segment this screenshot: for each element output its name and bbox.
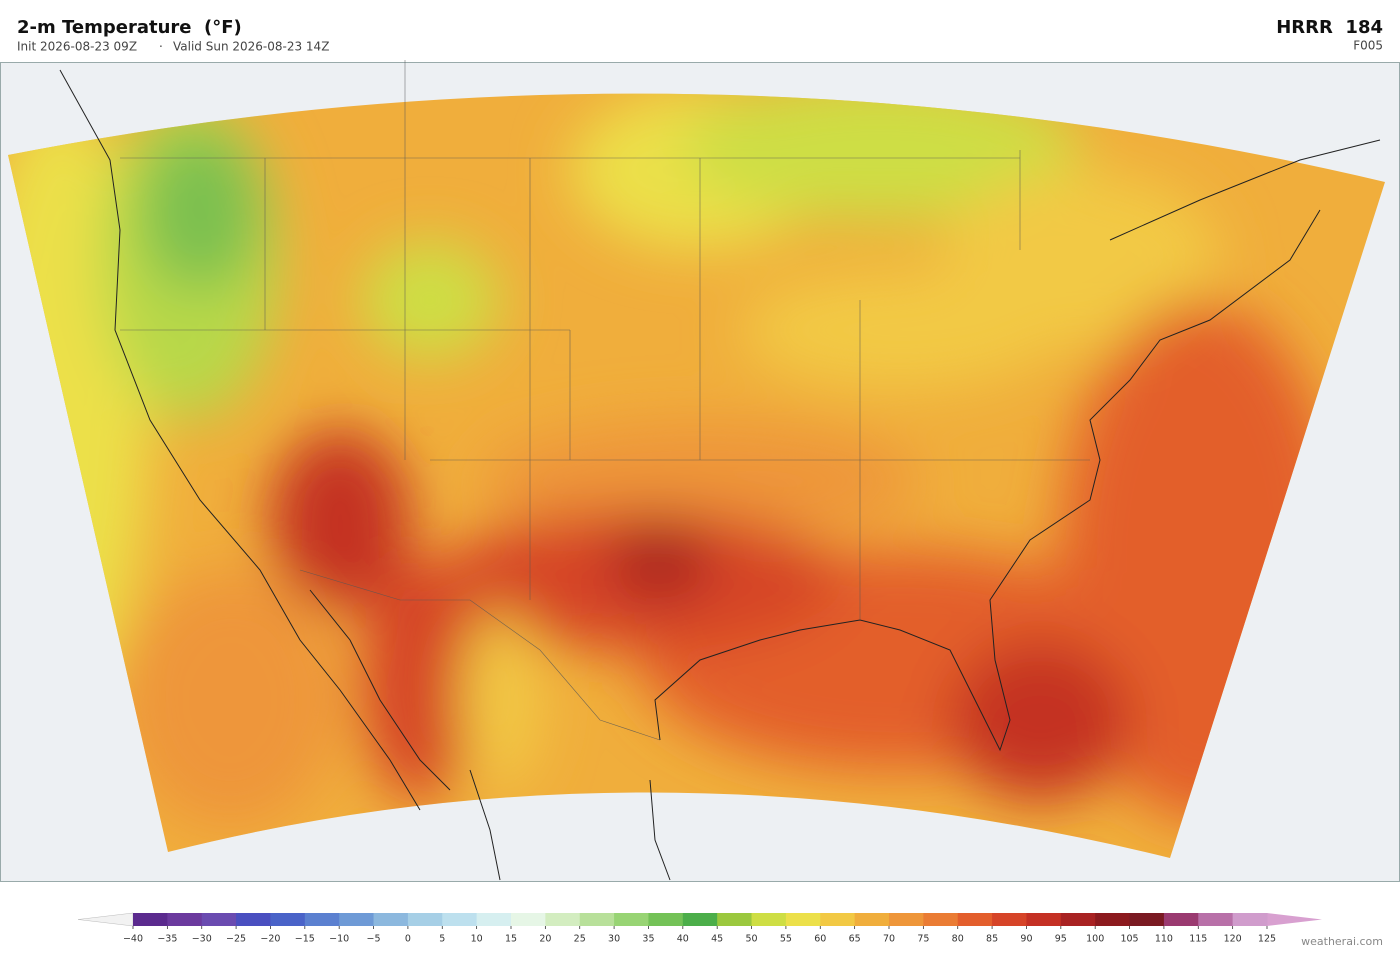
colorbar-tick-label: −20	[260, 934, 280, 945]
colorbar-segment	[854, 913, 890, 926]
colorbar-tick-label: 30	[608, 934, 620, 945]
colorbar-segment	[1163, 913, 1199, 926]
valid-time: Valid Sun 2026-08-23 14Z	[173, 40, 329, 54]
colorbar-segment	[373, 913, 409, 926]
colorbar-segment	[201, 913, 237, 926]
colorbar-tick-label: 40	[677, 934, 689, 945]
colorbar-segment	[1232, 913, 1268, 926]
colorbar-tick-label: 50	[745, 934, 757, 945]
separator: ·	[159, 40, 163, 54]
colorbar-segment	[1198, 913, 1234, 926]
temperature-field	[8, 93, 1385, 859]
colorbar-tick-label: 60	[814, 934, 826, 945]
colorbar-tick-label: −10	[329, 934, 349, 945]
colorbar-tick-label: 25	[574, 934, 586, 945]
model: HRRR 184	[1276, 17, 1383, 38]
colorbar-tick-label: 105	[1120, 934, 1138, 945]
colorbar-tick-label: 0	[405, 934, 411, 945]
colorbar-segment	[167, 913, 203, 926]
colorbar-tick-label: 100	[1086, 934, 1104, 945]
colorbar-tick-label: 10	[471, 934, 483, 945]
colorbar-segment	[648, 913, 684, 926]
colorbar-tick-label: 35	[642, 934, 654, 945]
colorbar-segment	[133, 913, 168, 926]
borders	[120, 60, 1090, 741]
colorbar-segment	[236, 913, 271, 926]
colorbar-tick-label: 80	[952, 934, 964, 945]
title: 2-m Temperature (°F)	[17, 17, 242, 38]
colorbar-segment	[476, 913, 512, 926]
colorbar-tick-label: −15	[295, 934, 315, 945]
colorbar-segment	[785, 913, 821, 926]
colorbar-segment	[545, 913, 581, 926]
init-time: Init 2026-08-23 09Z	[17, 40, 137, 54]
colorbar-tick-label: 70	[883, 934, 895, 945]
colorbar-tick-label: 120	[1224, 934, 1242, 945]
colorbar-under	[77, 912, 134, 927]
colorbar-segment	[407, 913, 443, 926]
colorbar-segment	[579, 913, 615, 926]
colorbar-tick-label: 110	[1155, 934, 1173, 945]
colorbar-segment	[992, 913, 1027, 926]
colorbar-tick-label: 15	[505, 934, 517, 945]
colorbar-tick-label: −35	[157, 934, 177, 945]
colorbar-tick-label: 115	[1189, 934, 1207, 945]
colorbar-tick-label: 5	[439, 934, 445, 945]
colorbar-segment	[889, 913, 924, 926]
colorbar-segment	[339, 913, 375, 926]
colorbar-segment	[442, 913, 478, 926]
colorbar: −40 −35 −30 −25 −20 −15 −10 −5 0 5 10 15 20 25 30 35 40 4…	[77, 912, 1322, 945]
colorbar-tick-label: 95	[1055, 934, 1067, 945]
colorbar-segment	[820, 913, 856, 926]
colorbar-tick-label: 45	[711, 934, 723, 945]
coastlines	[59, 69, 1381, 881]
colorbar-tick-label: −5	[367, 934, 381, 945]
colorbar-tick-label: 90	[1020, 934, 1032, 945]
colorbar-segment	[1095, 913, 1131, 926]
colorbar-tick-label: 85	[986, 934, 998, 945]
forecast-hour: F005	[1353, 39, 1383, 53]
colorbar-segment	[923, 913, 959, 926]
colorbar-segment	[682, 913, 718, 926]
colorbar-segment	[614, 913, 649, 926]
credit: weatherai.com	[1301, 935, 1383, 948]
colorbar-tick-label: 55	[780, 934, 792, 945]
colorbar-segment	[304, 913, 340, 926]
colorbar-segment	[717, 913, 753, 926]
colorbar-segment	[511, 913, 546, 926]
colorbar-tick-label: −40	[123, 934, 143, 945]
colorbar-tick-label: 20	[539, 934, 551, 945]
colorbar-segment	[270, 913, 306, 926]
colorbar-segment	[751, 913, 787, 926]
colorbar-over	[1267, 913, 1322, 926]
colorbar-tick-label: −30	[192, 934, 212, 945]
colorbar-segment	[1060, 913, 1096, 926]
colorbar-tick-label: 65	[849, 934, 861, 945]
colorbar-segment	[957, 913, 993, 926]
colorbar-tick-label: −25	[226, 934, 246, 945]
map	[0, 60, 1400, 882]
colorbar-segment	[1129, 913, 1165, 926]
colorbar-segment	[1026, 913, 1062, 926]
colorbar-tick-label: 125	[1258, 934, 1276, 945]
colorbar-tick-label: 75	[917, 934, 929, 945]
